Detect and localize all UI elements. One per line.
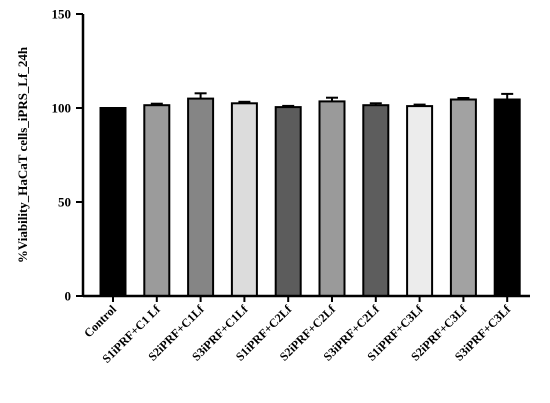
bar-9 xyxy=(449,98,477,297)
y-ticks-layer: 0 50 100 150 xyxy=(52,7,83,304)
bar-6 xyxy=(318,100,346,298)
bars-layer xyxy=(99,97,521,298)
bar-8 xyxy=(406,105,434,297)
y-tick-label-50: 50 xyxy=(58,195,71,210)
bar-2 xyxy=(143,104,171,297)
y-tick-label-150: 150 xyxy=(52,7,72,22)
bar-7 xyxy=(362,104,390,297)
axes-layer xyxy=(81,14,530,302)
y-tick-label-0: 0 xyxy=(65,289,72,304)
bar-10 xyxy=(493,98,521,297)
error-bars-layer xyxy=(150,92,514,108)
y-tick-label-100: 100 xyxy=(52,101,72,116)
bar-1 xyxy=(99,107,127,297)
x-tick-label-1: Control xyxy=(81,302,119,340)
bar-3 xyxy=(187,97,215,297)
bar-4 xyxy=(230,102,258,297)
y-axis-title: %Viability_HaCaT cells_iPRS_Lf_24h xyxy=(15,46,30,263)
bar-5 xyxy=(274,106,302,297)
